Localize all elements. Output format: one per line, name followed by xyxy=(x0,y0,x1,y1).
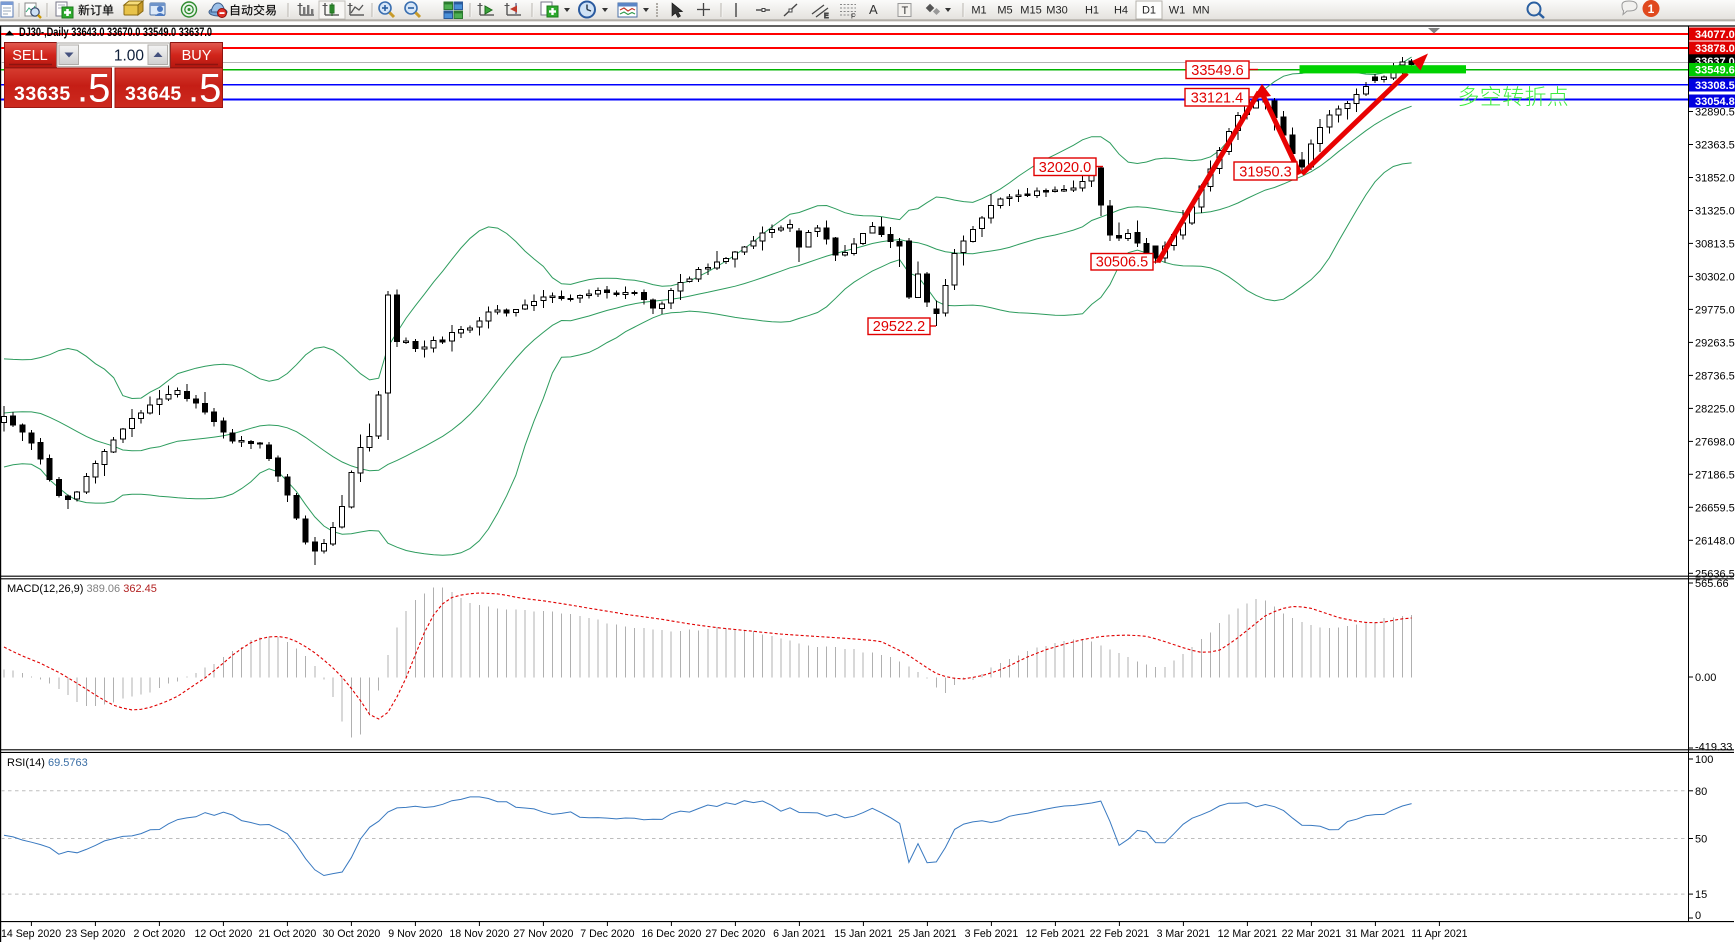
svg-text:3 Mar 2021: 3 Mar 2021 xyxy=(1157,928,1211,940)
svg-text:2 Oct 2020: 2 Oct 2020 xyxy=(133,928,185,940)
svg-text:28736.5: 28736.5 xyxy=(1695,370,1735,382)
svg-text:18 Nov 2020: 18 Nov 2020 xyxy=(449,928,509,940)
svg-text:50: 50 xyxy=(1695,834,1707,846)
svg-text:33308.5: 33308.5 xyxy=(1695,80,1735,92)
svg-text:33054.8: 33054.8 xyxy=(1695,96,1735,108)
svg-text:27 Dec 2020: 27 Dec 2020 xyxy=(705,928,765,940)
svg-text:22 Feb 2021: 22 Feb 2021 xyxy=(1090,928,1150,940)
svg-text:MN: MN xyxy=(1192,5,1209,17)
svg-text:26148.0: 26148.0 xyxy=(1695,535,1735,547)
svg-text:22 Mar 2021: 22 Mar 2021 xyxy=(1282,928,1342,940)
svg-text:26659.5: 26659.5 xyxy=(1695,502,1735,514)
svg-text:T: T xyxy=(902,5,909,17)
svg-text:.5: .5 xyxy=(77,67,110,111)
svg-text:31852.0: 31852.0 xyxy=(1695,173,1735,185)
svg-text:16 Dec 2020: 16 Dec 2020 xyxy=(641,928,701,940)
svg-text:30506.5: 30506.5 xyxy=(1096,255,1148,271)
svg-text:D1: D1 xyxy=(1142,5,1156,17)
svg-text:32020.0: 32020.0 xyxy=(1039,160,1091,176)
svg-text:23 Sep 2020: 23 Sep 2020 xyxy=(65,928,125,940)
svg-text:A: A xyxy=(869,2,878,17)
svg-text:33549.6: 33549.6 xyxy=(1191,63,1243,79)
svg-text:29263.5: 29263.5 xyxy=(1695,337,1735,349)
svg-text:F: F xyxy=(851,14,855,21)
svg-text:RSI(14) 69.5763: RSI(14) 69.5763 xyxy=(7,757,88,769)
svg-text:11 Apr 2021: 11 Apr 2021 xyxy=(1411,928,1467,940)
svg-text:M15: M15 xyxy=(1020,5,1041,17)
svg-text:30 Oct 2020: 30 Oct 2020 xyxy=(323,928,381,940)
svg-text:BUY: BUY xyxy=(182,48,212,64)
svg-text:21 Oct 2020: 21 Oct 2020 xyxy=(259,928,317,940)
svg-text:31325.0: 31325.0 xyxy=(1695,206,1735,218)
svg-text:33549.6: 33549.6 xyxy=(1695,65,1735,77)
svg-text:31 Mar 2021: 31 Mar 2021 xyxy=(1346,928,1406,940)
svg-text:80: 80 xyxy=(1695,786,1707,798)
svg-text:E: E xyxy=(824,13,829,20)
svg-text:25 Jan 2021: 25 Jan 2021 xyxy=(898,928,956,940)
svg-text:W1: W1 xyxy=(1169,5,1186,17)
svg-text:1: 1 xyxy=(1648,2,1655,16)
svg-text:12 Oct 2020: 12 Oct 2020 xyxy=(195,928,253,940)
svg-text:33878.0: 33878.0 xyxy=(1695,43,1735,55)
svg-text:33635: 33635 xyxy=(14,83,71,105)
svg-text:H4: H4 xyxy=(1114,5,1128,17)
svg-text:27 Nov 2020: 27 Nov 2020 xyxy=(513,928,573,940)
svg-text:MACD(12,26,9) 389.06 362.45: MACD(12,26,9) 389.06 362.45 xyxy=(7,583,157,595)
svg-text:1.00: 1.00 xyxy=(114,48,145,65)
svg-text:M5: M5 xyxy=(997,5,1012,17)
svg-text:32890.5: 32890.5 xyxy=(1695,107,1735,119)
svg-text:30813.5: 30813.5 xyxy=(1695,238,1735,250)
svg-text:28225.0: 28225.0 xyxy=(1695,403,1735,415)
svg-text:7 Dec 2020: 7 Dec 2020 xyxy=(580,928,634,940)
svg-text:M1: M1 xyxy=(971,5,986,17)
svg-text:3 Feb 2021: 3 Feb 2021 xyxy=(965,928,1019,940)
svg-text:-419.33: -419.33 xyxy=(1695,742,1732,754)
svg-text:27698.0: 27698.0 xyxy=(1695,436,1735,448)
svg-text:0.00: 0.00 xyxy=(1695,672,1716,684)
svg-text:SELL: SELL xyxy=(12,48,47,64)
svg-text:565.66: 565.66 xyxy=(1695,578,1729,590)
svg-text:33121.4: 33121.4 xyxy=(1191,91,1243,107)
svg-text:6 Jan 2021: 6 Jan 2021 xyxy=(773,928,826,940)
svg-text:.5: .5 xyxy=(188,67,221,111)
svg-text:H1: H1 xyxy=(1085,5,1099,17)
svg-text:27186.5: 27186.5 xyxy=(1695,469,1735,481)
svg-text:12 Feb 2021: 12 Feb 2021 xyxy=(1026,928,1086,940)
svg-text:0: 0 xyxy=(1695,910,1701,922)
svg-text:9 Nov 2020: 9 Nov 2020 xyxy=(388,928,442,940)
svg-text:M30: M30 xyxy=(1046,5,1067,17)
svg-text:32363.5: 32363.5 xyxy=(1695,140,1735,152)
svg-text:29522.2: 29522.2 xyxy=(873,319,925,335)
svg-text:14 Sep 2020: 14 Sep 2020 xyxy=(1,928,61,940)
svg-text:30302.0: 30302.0 xyxy=(1695,271,1735,283)
svg-text:29775.0: 29775.0 xyxy=(1695,304,1735,316)
svg-text:DJ30-,Daily 33643.0 33670.0 3: DJ30-,Daily 33643.0 33670.0 33549.0 3363… xyxy=(19,27,212,39)
svg-text:100: 100 xyxy=(1695,754,1713,766)
svg-text:12 Mar 2021: 12 Mar 2021 xyxy=(1218,928,1278,940)
svg-text:31950.3: 31950.3 xyxy=(1239,165,1291,181)
svg-text:25636.5: 25636.5 xyxy=(1695,568,1735,580)
svg-text:33645: 33645 xyxy=(125,83,182,105)
svg-text:34077.0: 34077.0 xyxy=(1695,29,1735,41)
svg-text:15 Jan 2021: 15 Jan 2021 xyxy=(834,928,892,940)
svg-text:15: 15 xyxy=(1695,889,1707,901)
